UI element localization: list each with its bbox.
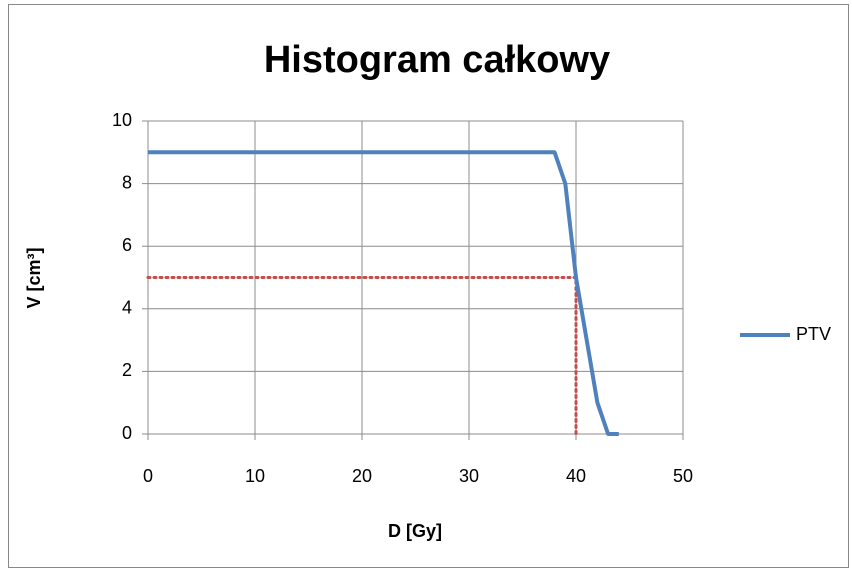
x-tick-label: 20 <box>352 466 372 486</box>
x-tick-label: 40 <box>566 466 586 486</box>
x-axis-label: D [Gy] <box>388 521 442 541</box>
x-tick-label: 10 <box>245 466 265 486</box>
y-tick-label: 4 <box>122 298 132 318</box>
y-tick-label: 8 <box>122 172 132 192</box>
legend-label: PTV <box>796 324 831 344</box>
x-tick-label: 50 <box>673 466 693 486</box>
y-tick-label: 10 <box>112 110 132 130</box>
chart-frame <box>8 4 849 568</box>
chart-title: Histogram całkowy <box>264 39 610 81</box>
y-axis-label: V [cm³] <box>24 247 44 308</box>
y-tick-label: 0 <box>122 423 132 443</box>
series-line <box>148 150 619 436</box>
y-tick-label: 6 <box>122 235 132 255</box>
y-tick-label: 2 <box>122 360 132 380</box>
x-tick-label: 0 <box>143 466 153 486</box>
x-tick-label: 30 <box>459 466 479 486</box>
